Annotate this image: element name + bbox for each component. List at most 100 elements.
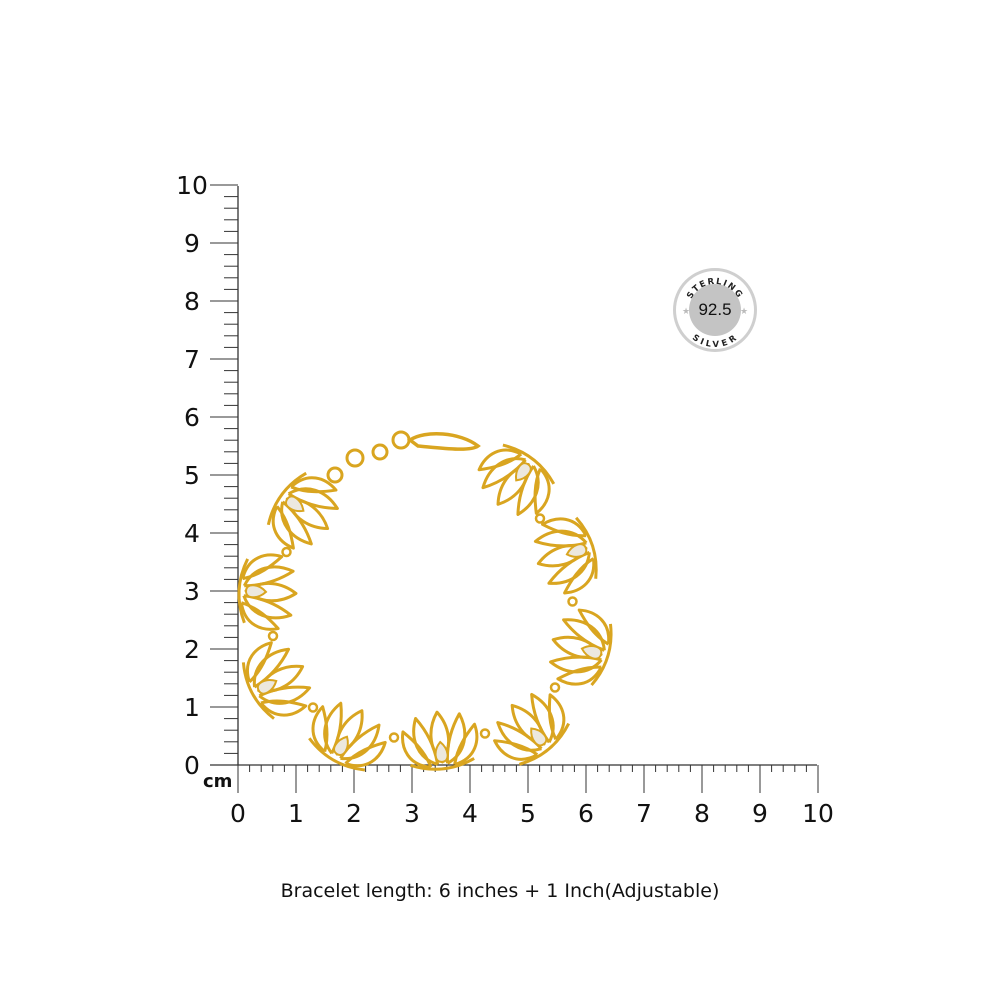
chain-link: [345, 448, 365, 468]
jump-ring: [307, 702, 319, 713]
lotus-petal: [577, 608, 611, 646]
y-tick-label: 2: [184, 635, 200, 664]
x-tick-label: 0: [230, 799, 246, 828]
teardrop-stone: [333, 735, 349, 756]
jump-ring: [479, 728, 491, 739]
chain-link: [326, 466, 344, 484]
x-tick-label: 2: [346, 799, 362, 828]
jump-ring: [549, 682, 561, 693]
y-tick-label: 6: [184, 403, 200, 432]
bracelet-image: [237, 430, 613, 772]
teardrop-stone: [530, 727, 548, 747]
x-tick-label: 6: [578, 799, 594, 828]
lotus-petal: [401, 730, 433, 769]
lotus-link: [493, 692, 571, 766]
lotus-petal: [496, 721, 543, 752]
lotus-petal: [271, 505, 295, 550]
chain-link: [391, 430, 411, 450]
lotus-link: [241, 641, 312, 720]
teardrop-stone: [580, 645, 603, 660]
lotus-petal: [563, 557, 596, 595]
lotus-petal: [445, 712, 467, 765]
measuring-ruler: 0 1 2 3 4 5 6 7 8 9 10 0 1 2 3 4 5 6 7 8 9 10: [176, 171, 834, 828]
lotus-petal: [410, 757, 475, 771]
lotus-petal: [412, 716, 440, 766]
lotus-petal: [258, 685, 312, 705]
lotus-petal: [575, 516, 598, 579]
x-tick-label: 7: [636, 799, 652, 828]
lotus-petal: [241, 662, 275, 720]
x-tick-label: 5: [520, 799, 536, 828]
teardrop-stone: [245, 584, 268, 599]
x-tick-label: 10: [802, 799, 834, 828]
lotus-link: [237, 553, 298, 631]
lotus-petal: [481, 457, 527, 490]
lotus-petal: [502, 443, 556, 485]
lotus-petal: [541, 517, 588, 538]
teardrop-stone: [256, 679, 278, 695]
lotus-petal: [344, 740, 387, 768]
lotus-petal: [253, 647, 291, 689]
lotus-petal: [290, 476, 338, 494]
lotus-petal: [518, 722, 571, 766]
y-tick-label: 1: [184, 693, 200, 722]
lotus-link: [533, 516, 598, 595]
chain-link: [371, 443, 389, 461]
jump-ring: [534, 513, 546, 524]
hook-clasp: [406, 432, 481, 451]
lotus-petal: [547, 693, 566, 741]
lotus-petal: [308, 737, 366, 772]
lotus-petal: [287, 487, 339, 510]
lotus-petal: [549, 655, 603, 674]
teardrop-stone: [285, 495, 305, 513]
lotus-petal: [562, 618, 606, 652]
lotus-petal: [259, 699, 308, 717]
x-tick-label: 9: [752, 799, 768, 828]
lotus-petal: [323, 701, 343, 755]
lotus-link: [401, 710, 479, 771]
y-tick-label: 3: [184, 577, 200, 606]
lotus-petal: [556, 665, 603, 686]
x-tick-label: 3: [404, 799, 420, 828]
bracelet-length-caption: Bracelet length: 6 inches + 1 Inch(Adjus…: [280, 880, 720, 902]
teardrop-stone: [434, 740, 449, 763]
lotus-petal: [493, 739, 539, 761]
lotus-link: [308, 701, 387, 772]
lotus-petal: [547, 551, 591, 585]
sterling-silver-badge: STERLING SILVER ★ ★ 92.5: [673, 268, 757, 352]
y-tick-label: 0: [184, 751, 200, 780]
y-tick-label: 9: [184, 229, 200, 258]
jump-ring: [267, 630, 279, 642]
lotus-petal: [266, 471, 307, 526]
x-tick-label: 4: [462, 799, 478, 828]
star-icon: ★: [682, 307, 690, 317]
lotus-petal: [453, 722, 479, 767]
teardrop-stone: [565, 543, 588, 558]
lotus-petal: [239, 601, 280, 631]
lotus-petal: [533, 467, 551, 515]
lotus-petal: [242, 594, 293, 620]
jump-ring: [388, 732, 400, 743]
y-tick-label: 5: [184, 461, 200, 490]
lotus-petal: [530, 692, 555, 744]
lotus-petal: [241, 553, 284, 581]
lotus-link: [477, 443, 556, 516]
lotus-link: [549, 608, 613, 687]
y-tick-label: 10: [176, 171, 208, 200]
lotus-link: [266, 471, 339, 550]
teardrop-stone: [515, 462, 532, 482]
y-tick-label: 7: [184, 345, 200, 374]
lotus-petal: [311, 705, 329, 753]
lotus-petal: [237, 558, 249, 624]
lotus-petal: [242, 565, 295, 588]
lotus-petal: [477, 448, 523, 472]
x-tick-label: 1: [288, 799, 304, 828]
y-tick-label: 8: [184, 287, 200, 316]
lotus-petal: [533, 529, 588, 548]
jump-ring: [567, 596, 578, 607]
lotus-petal: [246, 641, 273, 683]
lotus-petal: [280, 500, 313, 546]
jump-ring: [281, 546, 292, 558]
star-icon: ★: [740, 307, 748, 317]
